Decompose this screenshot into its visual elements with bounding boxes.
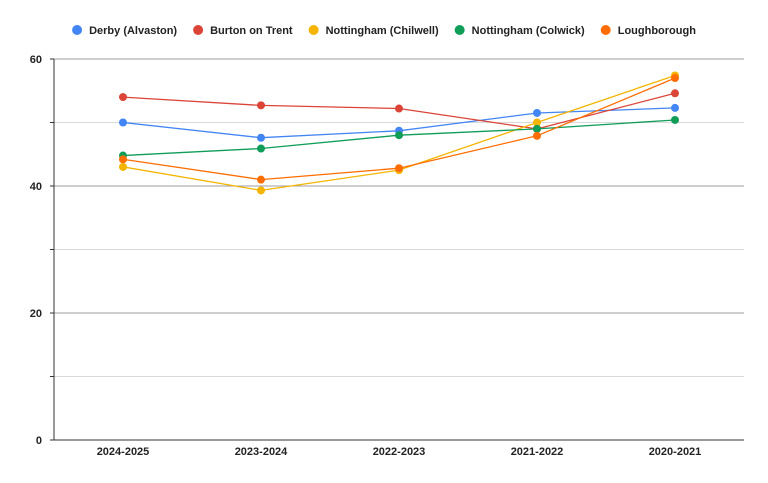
data-point (395, 131, 403, 140)
data-point (119, 155, 127, 164)
legend-label: Burton on Trent (210, 25, 293, 37)
axes (50, 58, 744, 441)
data-point (119, 118, 127, 127)
data-point (671, 74, 679, 83)
data-point (257, 133, 265, 142)
y-tick-label: 20 (30, 308, 42, 320)
legend-item: Derby (Alvaston) (72, 25, 177, 37)
series-points (119, 71, 679, 195)
y-tick-label: 60 (30, 54, 42, 66)
legend-marker (72, 25, 83, 35)
legend-marker (600, 25, 611, 35)
data-point (533, 131, 541, 140)
x-axis-ticks: 2024-2025 2023-2024 2022-2023 2021-2022 2020… (97, 446, 702, 458)
data-point (119, 93, 127, 102)
x-tick-label: 2023-2024 (235, 446, 288, 458)
legend-label: Loughborough (618, 25, 696, 37)
legend-marker (454, 25, 465, 35)
data-point (257, 101, 265, 110)
legend-item: Burton on Trent (193, 25, 293, 37)
y-tick-label: 0 (36, 435, 42, 447)
data-point (671, 103, 679, 112)
data-point (119, 162, 127, 171)
x-tick-label: 2020-2021 (649, 446, 702, 458)
data-point (257, 144, 265, 153)
data-point (257, 175, 265, 184)
legend-marker (193, 25, 204, 35)
legend-label: Nottingham (Colwick) (472, 25, 585, 37)
legend-item: Loughborough (600, 25, 696, 37)
data-point (671, 89, 679, 98)
legend-marker (308, 25, 319, 35)
gridlines (54, 58, 744, 377)
legend: Derby (Alvaston) Burton on Trent Nottingha… (72, 25, 696, 37)
data-point (533, 108, 541, 117)
data-point (533, 118, 541, 127)
data-point (257, 186, 265, 195)
y-axis-ticks: 0 20 40 60 (30, 54, 42, 447)
legend-label: Nottingham (Chilwell) (326, 25, 439, 37)
legend-item: Nottingham (Colwick) (454, 25, 585, 37)
legend-label: Derby (Alvaston) (89, 25, 177, 37)
data-point (395, 164, 403, 173)
data-point (671, 115, 679, 124)
legend-item: Nottingham (Chilwell) (308, 25, 439, 37)
data-point (533, 124, 541, 133)
data-point (395, 104, 403, 113)
y-tick-label: 40 (30, 181, 42, 193)
x-tick-label: 2022-2023 (373, 446, 426, 458)
x-tick-label: 2024-2025 (97, 446, 150, 458)
x-tick-label: 2021-2022 (511, 446, 564, 458)
